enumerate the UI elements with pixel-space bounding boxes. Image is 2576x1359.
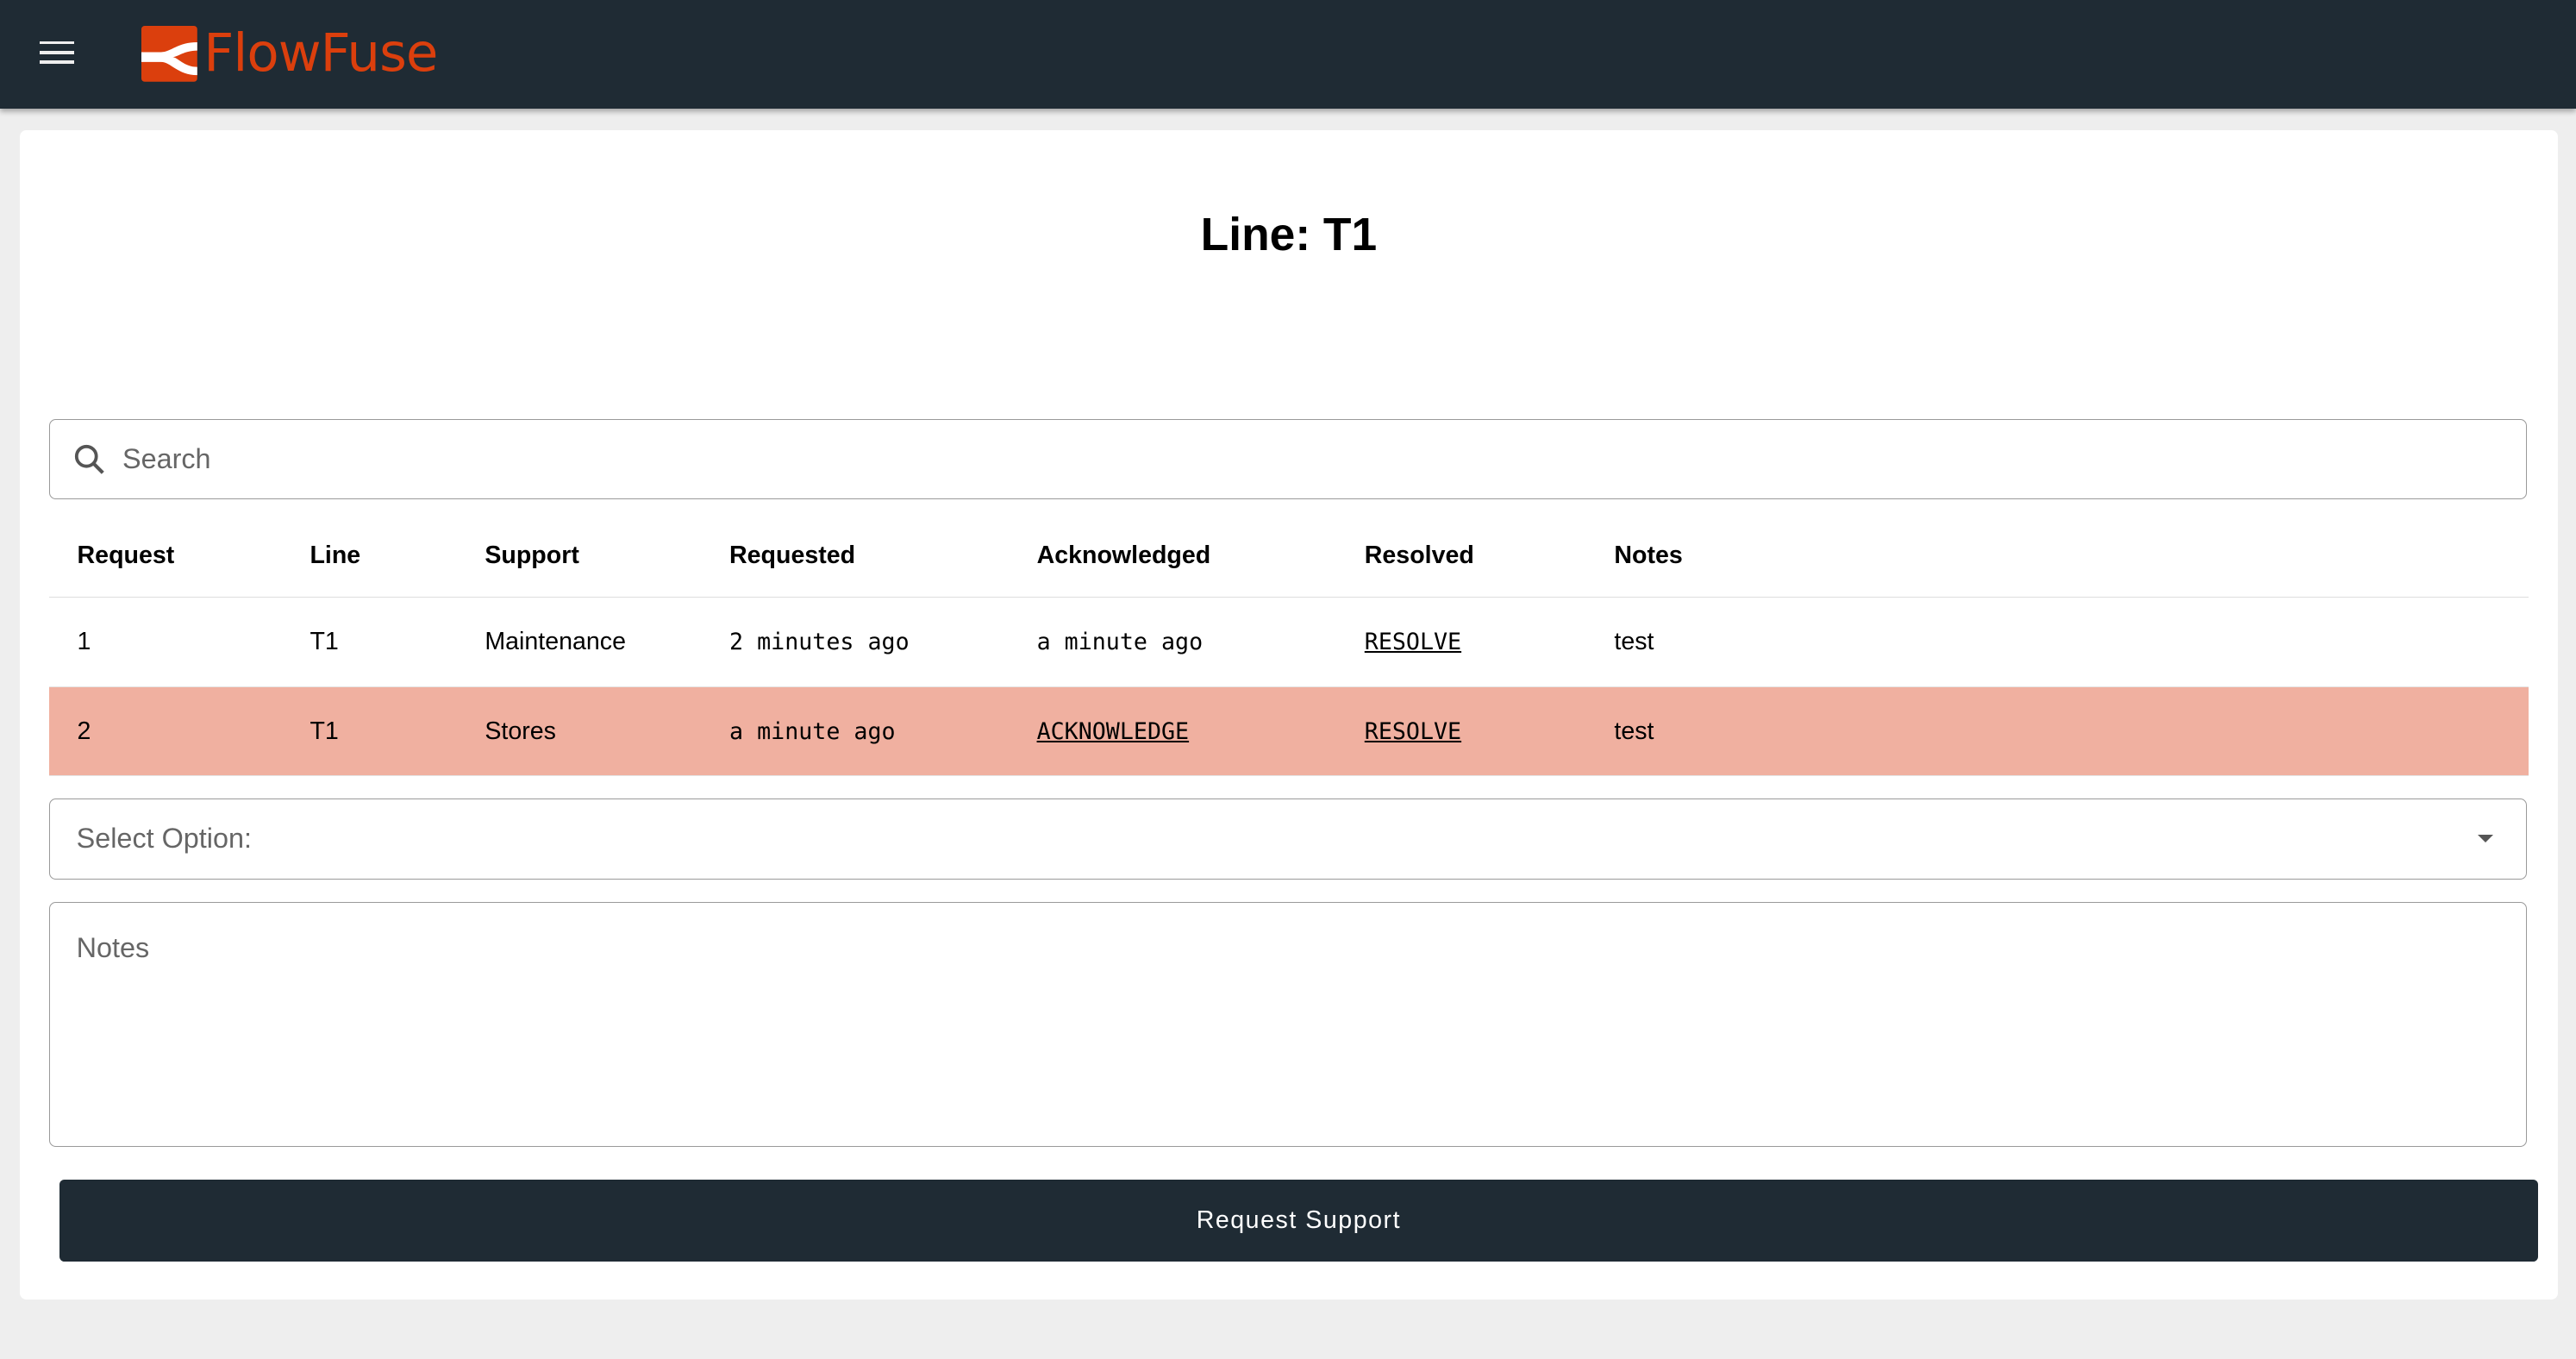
table-row: 2 T1 Stores a minute ago ACKNOWLEDGE RES…	[49, 686, 2529, 777]
notes-textarea[interactable]	[50, 903, 2526, 1147]
support-option-select[interactable]: Select Option:	[49, 798, 2527, 880]
search-input[interactable]	[119, 442, 2526, 478]
hamburger-icon[interactable]	[39, 41, 74, 67]
column-header[interactable]: Requested	[701, 514, 1010, 598]
flowfuse-logo: FlowFuse	[141, 22, 438, 85]
request-support-button[interactable]: Request Support	[59, 1180, 2539, 1262]
column-header[interactable]: Acknowledged	[1009, 514, 1337, 598]
cell-requested: a minute ago	[701, 686, 1010, 777]
cell-notes: test	[1586, 597, 2529, 687]
search-icon	[74, 444, 104, 474]
notes-field[interactable]	[49, 902, 2527, 1148]
column-header[interactable]: Line	[282, 514, 457, 598]
brand-name: FlowFuse	[203, 22, 438, 85]
requests-table: Request Line Support Requested Acknowled…	[49, 514, 2529, 777]
cell-request: 2	[49, 686, 283, 777]
column-header[interactable]: Resolved	[1336, 514, 1586, 598]
cell-line: T1	[282, 597, 457, 687]
column-header[interactable]: Support	[456, 514, 702, 598]
search-box[interactable]	[49, 418, 2527, 500]
table-row: 1 T1 Maintenance 2 minutes ago a minute …	[49, 597, 2529, 687]
flowfuse-logo-icon	[141, 26, 197, 83]
acknowledge-link[interactable]: ACKNOWLEDGE	[1009, 686, 1337, 777]
page-title: Line: T1	[1200, 210, 1378, 260]
cell-notes: test	[1586, 686, 2529, 777]
chevron-down-icon	[2477, 835, 2493, 842]
table-header-row: Request Line Support Requested Acknowled…	[49, 514, 2529, 598]
top-bar: FlowFuse	[0, 0, 2576, 109]
resolve-link[interactable]: RESOLVE	[1336, 686, 1586, 777]
column-header[interactable]: Notes	[1586, 514, 2529, 598]
cell-acknowledged: a minute ago	[1009, 597, 1337, 687]
cell-requested: 2 minutes ago	[701, 597, 1010, 687]
cell-support: Maintenance	[456, 597, 702, 687]
resolve-link[interactable]: RESOLVE	[1336, 597, 1586, 687]
cell-line: T1	[282, 686, 457, 777]
content-card: Line: T1 Request Line Support Requested …	[19, 129, 2558, 1300]
cell-support: Stores	[456, 686, 702, 777]
column-header[interactable]: Request	[49, 514, 283, 598]
cell-request: 1	[49, 597, 283, 687]
select-placeholder: Select Option:	[76, 823, 252, 855]
